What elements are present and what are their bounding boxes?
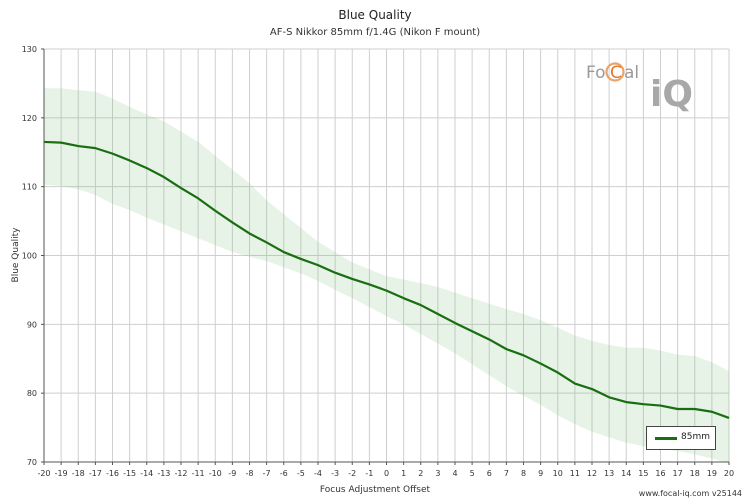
x-tick-label: 18 (690, 469, 700, 478)
y-tick-label: 100 (22, 252, 37, 261)
x-tick-label: 11 (570, 469, 580, 478)
axes (41, 48, 730, 465)
x-tick-label: -2 (348, 469, 356, 478)
legend-swatch (655, 437, 677, 440)
x-tick-label: -9 (228, 469, 236, 478)
x-tick-label: 7 (504, 469, 509, 478)
x-tick-label: 14 (621, 469, 631, 478)
x-tick-label: -17 (89, 469, 102, 478)
x-tick-label: -7 (263, 469, 271, 478)
x-tick-label: -5 (297, 469, 305, 478)
confidence-band (44, 88, 729, 464)
chart-title: Blue Quality (338, 8, 412, 22)
y-tick-label: 120 (22, 114, 37, 123)
x-tick-label: -16 (106, 469, 119, 478)
chart-subtitle: AF-S Nikkor 85mm f/1.4G (Nikon F mount) (269, 27, 481, 38)
x-tick-labels: -20 -19 -18 -17 -16 -15 -14 -13 -12 -11 -10 -9 -8 -7-… (37, 469, 734, 478)
x-tick-label: 1 (401, 469, 406, 478)
x-tick-label: 8 (521, 469, 526, 478)
x-tick-label: -12 (174, 469, 187, 478)
x-tick-label: 16 (655, 469, 665, 478)
y-axis-label: Blue Quality (11, 227, 21, 283)
x-tick-label: -11 (192, 469, 205, 478)
y-tick-label: 110 (22, 183, 37, 192)
x-tick-label: -8 (246, 469, 254, 478)
series-line-85mm (43, 140, 730, 419)
x-tick-label: -1 (365, 469, 373, 478)
x-tick-label: 15 (638, 469, 648, 478)
y-tick-label: 70 (27, 458, 37, 467)
credit-text: www.focal-iq.com v25144 (638, 489, 742, 498)
logo-text-c: al (624, 63, 639, 83)
x-tick-label: 10 (553, 469, 563, 478)
x-tick-label: 4 (452, 469, 457, 478)
grid (43, 48, 730, 463)
series-lines (43, 140, 730, 419)
x-tick-label: 17 (673, 469, 683, 478)
legend: 85mm (646, 426, 716, 450)
x-tick-label: -6 (280, 469, 288, 478)
x-tick-label: -13 (157, 469, 170, 478)
x-tick-label: 12 (587, 469, 597, 478)
x-tick-label: 19 (707, 469, 717, 478)
x-tick-label: 5 (470, 469, 475, 478)
legend-label: 85mm (681, 432, 710, 442)
x-tick-label: 0 (384, 469, 389, 478)
x-tick-label: -15 (123, 469, 136, 478)
focal-iq-logo: Fo C al iQ (586, 58, 716, 118)
x-tick-label: 13 (604, 469, 614, 478)
logo-text-b: C (610, 63, 622, 83)
y-tick-label: 130 (22, 45, 37, 54)
y-tick-label: 90 (27, 320, 37, 329)
x-tick-label: 9 (538, 469, 543, 478)
x-tick-label: 6 (487, 469, 492, 478)
x-tick-label: -4 (314, 469, 322, 478)
x-tick-label: 3 (435, 469, 440, 478)
x-tick-label: 20 (724, 469, 734, 478)
x-tick-label: -10 (209, 469, 222, 478)
x-tick-label: 2 (418, 469, 423, 478)
x-tick-label: -18 (72, 469, 85, 478)
x-tick-label: -20 (37, 469, 50, 478)
y-tick-label: 80 (27, 389, 37, 398)
x-tick-label: -3 (331, 469, 339, 478)
x-axis-label: Focus Adjustment Offset (319, 485, 431, 495)
confidence-band-area (44, 88, 729, 464)
x-tick-label: -14 (140, 469, 153, 478)
x-tick-label: -19 (55, 469, 68, 478)
logo-text-d: iQ (650, 74, 693, 115)
logo-text-a: Fo (586, 63, 606, 83)
y-tick-labels: 70 80 90 100 110 120 130 (22, 45, 37, 467)
